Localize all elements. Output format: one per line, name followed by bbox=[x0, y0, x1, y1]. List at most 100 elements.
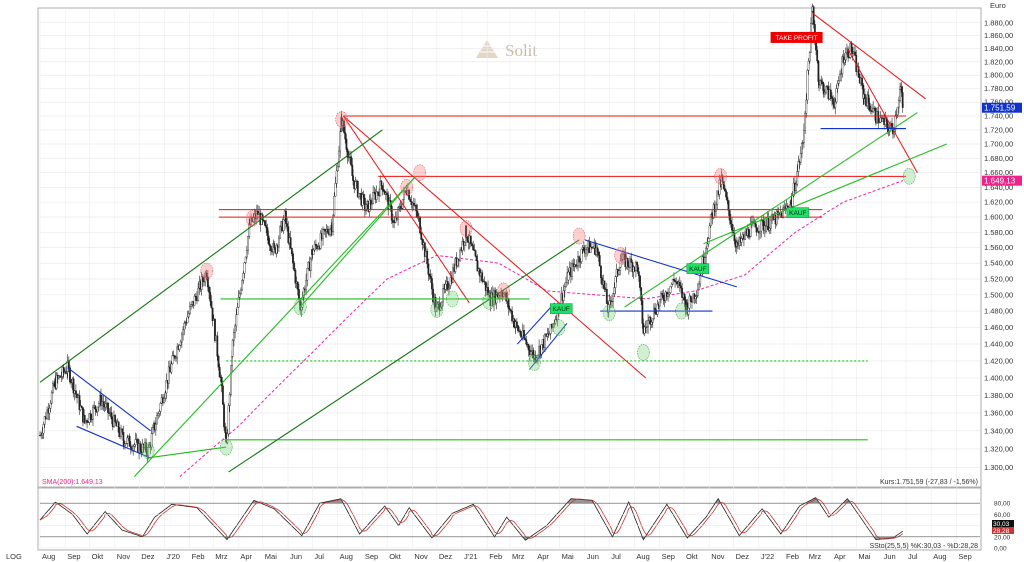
candle-body bbox=[769, 219, 772, 229]
candle-body bbox=[544, 333, 546, 348]
candle-body bbox=[60, 376, 63, 378]
candle-body bbox=[278, 237, 280, 248]
candle-body bbox=[598, 255, 601, 267]
y-tick-label: 1.800,00 bbox=[984, 71, 1013, 80]
candle-body bbox=[183, 322, 186, 330]
candle-body bbox=[107, 402, 109, 414]
candle-body bbox=[715, 203, 717, 212]
candle-body bbox=[667, 293, 669, 297]
candle-body bbox=[346, 149, 349, 158]
sma-tag-value: 1.649,13 bbox=[984, 177, 1016, 186]
oscillator-panel-border bbox=[37, 487, 982, 551]
candle-body bbox=[41, 432, 44, 436]
x-tick-label: Okt bbox=[389, 552, 402, 561]
candle-body bbox=[82, 407, 84, 423]
candle-body bbox=[48, 407, 51, 414]
price-axis: 1.300,00 1.320,00 1.340,00 1.360,00 1.380,00… bbox=[984, 18, 1013, 472]
candle-body bbox=[620, 259, 623, 262]
candle-body bbox=[46, 409, 48, 419]
candle-body bbox=[329, 229, 331, 235]
wedge-trendline bbox=[529, 322, 568, 370]
candle-body bbox=[589, 246, 592, 253]
candle-body bbox=[210, 301, 213, 309]
y-tick-label: 1.620,00 bbox=[984, 198, 1013, 207]
candle-body bbox=[899, 89, 901, 101]
channel-trendline bbox=[39, 129, 383, 383]
sma-legend: SMA(200):1.649,13 bbox=[42, 479, 103, 486]
candle-body bbox=[243, 262, 246, 274]
candle-body bbox=[519, 331, 522, 336]
candle-body bbox=[662, 295, 665, 300]
candle-body bbox=[133, 444, 136, 447]
d-tag-value: 28,28 bbox=[993, 528, 1010, 535]
candle-body bbox=[190, 304, 192, 307]
candle-body bbox=[208, 286, 210, 293]
candle-body bbox=[300, 307, 303, 311]
candle-body bbox=[863, 93, 866, 99]
candle-body bbox=[180, 333, 183, 343]
candle-body bbox=[421, 239, 424, 245]
oscillator-panel-frame bbox=[37, 487, 982, 551]
candle-body bbox=[409, 199, 412, 202]
candle-body bbox=[821, 81, 824, 85]
candle-body bbox=[164, 392, 167, 399]
candle-body bbox=[820, 80, 823, 83]
candle-body bbox=[782, 207, 784, 218]
x-tick-label: Aug bbox=[340, 552, 353, 561]
resistance-trendline bbox=[342, 115, 647, 379]
candle-body bbox=[639, 275, 641, 288]
candle-body bbox=[874, 108, 877, 121]
candle-body bbox=[670, 283, 673, 287]
candle-body bbox=[469, 235, 472, 244]
candle-body bbox=[517, 325, 519, 332]
candle-body bbox=[96, 406, 99, 413]
price-tag-value: 1.751,59 bbox=[984, 104, 1016, 113]
candle-body bbox=[315, 244, 317, 247]
candle-body bbox=[765, 225, 768, 232]
candle-body bbox=[733, 232, 736, 241]
candle-body bbox=[334, 183, 337, 197]
swing-low-marker bbox=[482, 293, 496, 310]
candle-body bbox=[197, 287, 200, 302]
x-tick-label: Okt bbox=[686, 552, 699, 561]
candle-body bbox=[117, 421, 120, 433]
swing-low-marker bbox=[219, 438, 233, 456]
candle-body bbox=[590, 246, 593, 248]
candle-body bbox=[586, 247, 589, 251]
candle-body bbox=[403, 190, 405, 200]
swing-high-marker bbox=[200, 262, 213, 280]
candle-body bbox=[683, 293, 686, 301]
kauf-label-background bbox=[786, 207, 810, 218]
candle-body bbox=[530, 351, 532, 355]
candle-body bbox=[269, 245, 272, 252]
candle-body bbox=[635, 261, 637, 271]
candle-body bbox=[416, 210, 419, 218]
candle-body bbox=[812, 6, 815, 25]
price-tag: 1.751,59 bbox=[982, 102, 1022, 113]
candle-body bbox=[669, 286, 672, 293]
swing-high-marker bbox=[335, 111, 348, 128]
candle-body bbox=[630, 258, 633, 263]
candle-body bbox=[363, 197, 366, 211]
candle-body bbox=[439, 307, 442, 311]
candle-body bbox=[688, 295, 691, 309]
x-tick-label: Dez bbox=[736, 552, 750, 561]
swing-low-marker bbox=[141, 442, 155, 460]
candle-body bbox=[502, 293, 505, 297]
x-tick-label: Mai bbox=[562, 552, 574, 561]
candle-body bbox=[356, 181, 359, 198]
candle-body bbox=[362, 194, 365, 199]
candle-body bbox=[823, 91, 826, 95]
candle-body bbox=[79, 406, 82, 411]
candle-body bbox=[567, 271, 570, 281]
candle-body bbox=[508, 308, 511, 311]
candle-body bbox=[292, 253, 294, 264]
swing-low-marker bbox=[445, 290, 459, 308]
candle-body bbox=[791, 195, 794, 207]
candle-body bbox=[173, 355, 176, 359]
candle-body bbox=[371, 203, 373, 205]
candle-body bbox=[724, 188, 726, 192]
candle-body bbox=[607, 304, 610, 313]
y-tick-label: 1.440,00 bbox=[984, 340, 1013, 349]
candle-body bbox=[605, 288, 608, 304]
